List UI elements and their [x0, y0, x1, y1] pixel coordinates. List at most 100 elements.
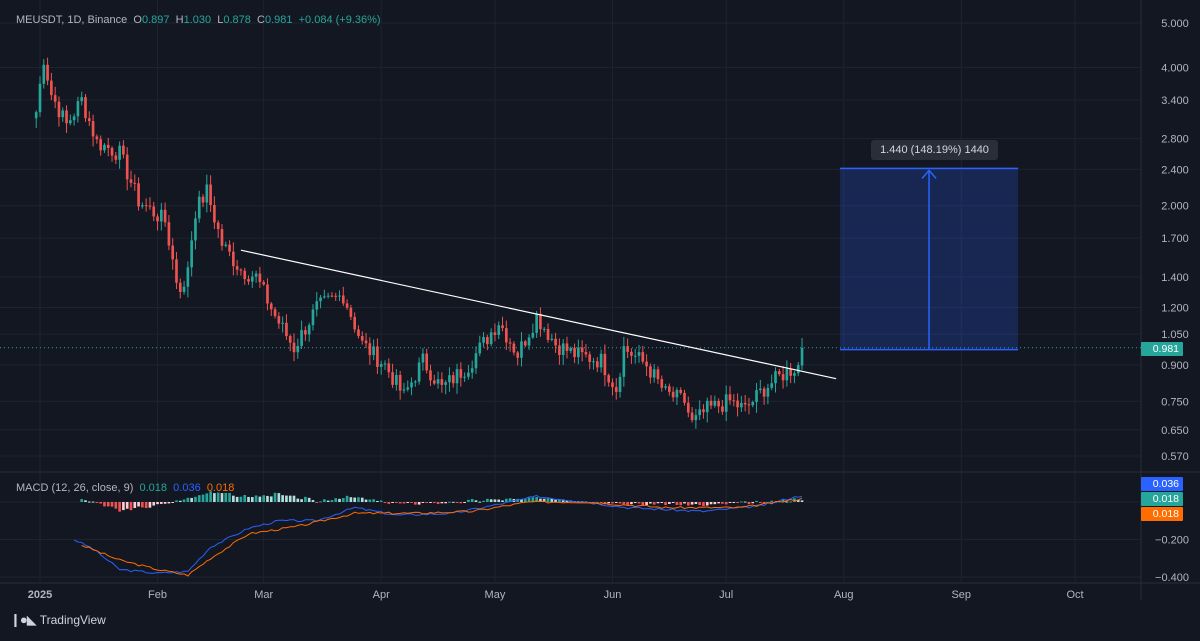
macd-histogram-bar [163, 502, 167, 504]
candle-body [436, 379, 440, 384]
candle-body [656, 369, 660, 380]
low-label: L [217, 14, 224, 26]
candle-body [550, 338, 554, 340]
trendline-layer[interactable] [240, 249, 837, 380]
candle [292, 333, 296, 362]
macd-histogram-bar [451, 501, 455, 503]
candle-body [220, 229, 224, 246]
candle-body [266, 284, 269, 304]
macd-histogram-bar [497, 499, 501, 502]
symbol-header: MEUSDT, 1D, Binance O0.897 H1.030 L0.878… [16, 14, 381, 26]
candle-body [531, 332, 535, 338]
candle-body [95, 136, 99, 140]
tradingview-logo-icon: ❙●◣ [10, 612, 37, 627]
price-axis-label: 1.050 [1161, 329, 1189, 341]
candle [228, 240, 231, 257]
candle [766, 383, 770, 405]
candle-body [603, 353, 607, 376]
candle-body [679, 389, 683, 393]
candle-body [759, 388, 762, 391]
candle-body [588, 354, 592, 363]
candle-body [406, 387, 410, 390]
candle-body [504, 328, 508, 343]
candle [565, 336, 569, 359]
macd-histogram-bar [489, 499, 493, 502]
high-label: H [175, 14, 184, 26]
candle [69, 114, 72, 126]
macd-histogram-bar [523, 498, 527, 502]
macd-histogram-bar [520, 499, 523, 502]
macd-header: MACD (12, 26, close, 9) 0.018 0.036 0.01… [16, 482, 234, 494]
candle [774, 367, 777, 393]
macd-histogram-bar [194, 496, 197, 502]
macd-histogram-bar [432, 502, 436, 504]
macd-histogram-bar [622, 502, 626, 505]
candle [254, 270, 258, 283]
candle-body [69, 120, 72, 124]
candle-body [307, 325, 311, 335]
candle [307, 322, 311, 342]
macd-title[interactable]: MACD (12, 26, close, 9) [16, 482, 134, 494]
candle-body [372, 346, 375, 356]
macd-histogram-bar [539, 498, 542, 502]
candle-body [281, 322, 284, 324]
candle [588, 351, 592, 370]
candle [603, 344, 607, 387]
symbol-title[interactable]: MEUSDT, 1D, Binance [16, 14, 128, 26]
candle [759, 379, 762, 394]
measure-tool[interactable] [839, 167, 1019, 351]
macd-histogram-bar [250, 497, 254, 502]
candle-body [197, 196, 201, 219]
candle-body [671, 391, 675, 398]
candle-body [235, 266, 239, 270]
candle-body [592, 361, 595, 363]
macd-histogram-bar [95, 502, 99, 503]
candle [152, 201, 156, 222]
macd-histogram-bar [463, 502, 466, 503]
macd-histogram-bar [334, 498, 338, 502]
macd-histogram-bar [213, 493, 216, 502]
brand[interactable]: ❙●◣ TradingView [10, 612, 106, 628]
macd-histogram-bar [508, 498, 512, 502]
macd-histogram-bar [436, 502, 440, 504]
candle [762, 386, 766, 405]
macd-histogram-bar [99, 502, 102, 504]
candle [171, 238, 175, 270]
descending-trendline[interactable] [240, 249, 837, 380]
candle-body [133, 182, 137, 184]
candle-body [50, 80, 53, 96]
macd-histogram-bar [402, 502, 406, 504]
candle-body [42, 64, 46, 84]
candle-body [774, 371, 777, 384]
candle-body [724, 394, 728, 412]
macd-hist-value: 0.018 [139, 482, 168, 494]
candle [523, 339, 527, 348]
candle-body [387, 363, 391, 373]
candle [38, 76, 42, 117]
price-axis-label: 2.400 [1161, 164, 1189, 176]
candle-body [368, 343, 372, 356]
candle [626, 338, 629, 359]
candle-body [554, 338, 557, 346]
candle [550, 333, 554, 342]
candle-body [129, 179, 133, 183]
candle [114, 152, 118, 164]
candle [379, 360, 383, 375]
candle [95, 134, 99, 144]
candle [224, 241, 228, 248]
candle [573, 343, 576, 364]
signal-line [81, 497, 803, 577]
candle [61, 107, 65, 122]
candle [383, 360, 387, 371]
macd-histogram-bar [258, 496, 262, 502]
candle-body [558, 345, 561, 355]
macd-histogram-bar [732, 502, 736, 503]
candle [110, 146, 114, 162]
candle-body [721, 406, 724, 412]
candle-body [250, 276, 254, 282]
candle [76, 96, 80, 123]
macd-tag: 0.036 [1141, 477, 1183, 491]
candle [800, 338, 804, 370]
candle [194, 211, 197, 250]
